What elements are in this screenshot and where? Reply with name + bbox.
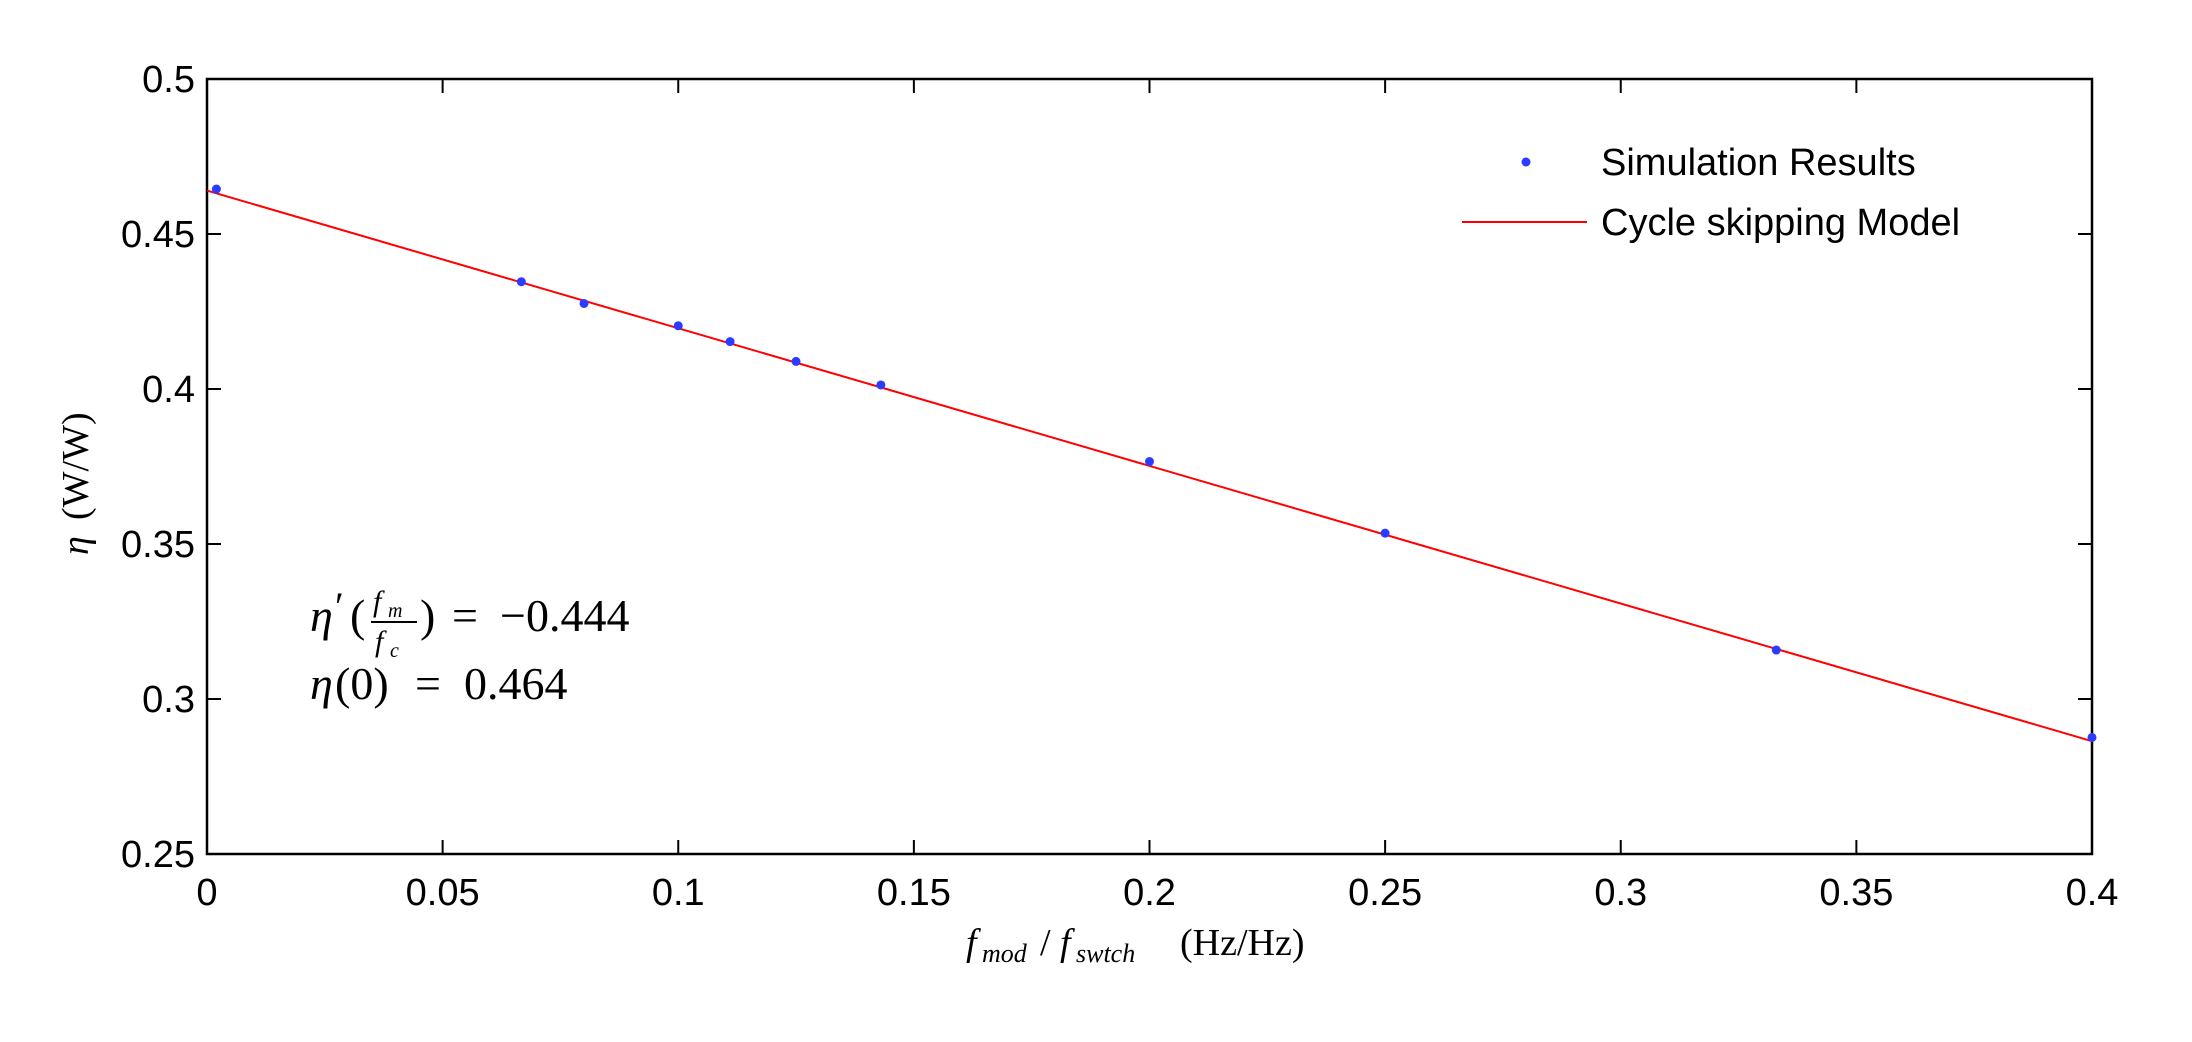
x-tick-label: 0.4	[2066, 872, 2119, 914]
x-tick-label: 0.25	[1348, 872, 1422, 914]
slope-open-paren: (	[350, 590, 365, 641]
data-point	[1380, 528, 1390, 538]
x-tick-label: 0.3	[1594, 872, 1647, 914]
x-axis-label-sub1: mod	[982, 939, 1028, 968]
slope-frac-den-sub: c	[390, 640, 399, 662]
y-tick-label: 0.25	[121, 834, 195, 876]
x-axis-label-sub2: swtch	[1076, 939, 1135, 968]
legend-label-model: Cycle skipping Model	[1601, 202, 1960, 244]
x-axis-label: f mod / f swtch (Hz/Hz)	[966, 922, 1304, 968]
x-axis-label-f2: f	[1060, 922, 1075, 964]
y-axis-label-units: (W/W)	[55, 412, 97, 520]
slope-equals: =	[452, 590, 478, 641]
y-tick-label: 0.5	[142, 59, 195, 101]
slope-annotation: η ′ ( f m f c ) = −0.444	[310, 584, 629, 662]
data-point	[791, 356, 801, 366]
y-axis-label: η (W/W)	[55, 412, 97, 555]
y-tick-label: 0.3	[142, 679, 195, 721]
x-tick-label: 0.15	[877, 872, 951, 914]
simulation-points-series	[211, 184, 2097, 742]
x-tick-label: 0.35	[1819, 872, 1893, 914]
slope-eta: η	[310, 590, 333, 641]
intercept-equals: =	[415, 658, 441, 709]
y-axis: 0.25 0.3 0.35 0.4 0.45 0.5	[121, 59, 2092, 876]
intercept-arg: (0)	[335, 658, 389, 709]
x-tick-label: 0.05	[406, 872, 480, 914]
x-tick-label: 0	[196, 872, 217, 914]
slope-prime: ′	[335, 584, 344, 629]
x-axis-label-slash: /	[1040, 922, 1051, 964]
data-point	[1771, 645, 1781, 655]
x-axis-label-f1: f	[966, 922, 981, 964]
intercept-annotation: η (0) = 0.464	[310, 658, 568, 709]
data-point	[725, 337, 735, 347]
x-axis: 0 0.05 0.1 0.15 0.2 0.25 0.3 0.35 0.4	[196, 79, 2118, 914]
data-point	[2087, 732, 2097, 742]
data-point	[516, 277, 526, 287]
legend: Simulation Results Cycle skipping Model	[1462, 142, 1960, 244]
legend-label-simulation: Simulation Results	[1601, 142, 1916, 184]
x-tick-label: 0.1	[652, 872, 705, 914]
y-tick-label: 0.35	[121, 524, 195, 566]
data-point	[211, 184, 221, 194]
data-point	[579, 298, 589, 308]
legend-marker-simulation	[1521, 157, 1531, 167]
intercept-value: 0.464	[464, 658, 568, 709]
intercept-eta: η	[310, 658, 333, 709]
y-tick-label: 0.4	[142, 369, 195, 411]
y-tick-label: 0.45	[121, 214, 195, 256]
slope-value: −0.444	[500, 590, 629, 641]
slope-close-paren: )	[420, 590, 435, 641]
data-point	[673, 321, 683, 331]
x-tick-label: 0.2	[1123, 872, 1176, 914]
data-point	[1145, 457, 1154, 467]
data-point	[876, 380, 886, 390]
x-axis-label-units: (Hz/Hz)	[1180, 922, 1304, 964]
slope-frac-num-sub: m	[388, 600, 402, 622]
y-axis-label-eta: η	[55, 536, 97, 555]
